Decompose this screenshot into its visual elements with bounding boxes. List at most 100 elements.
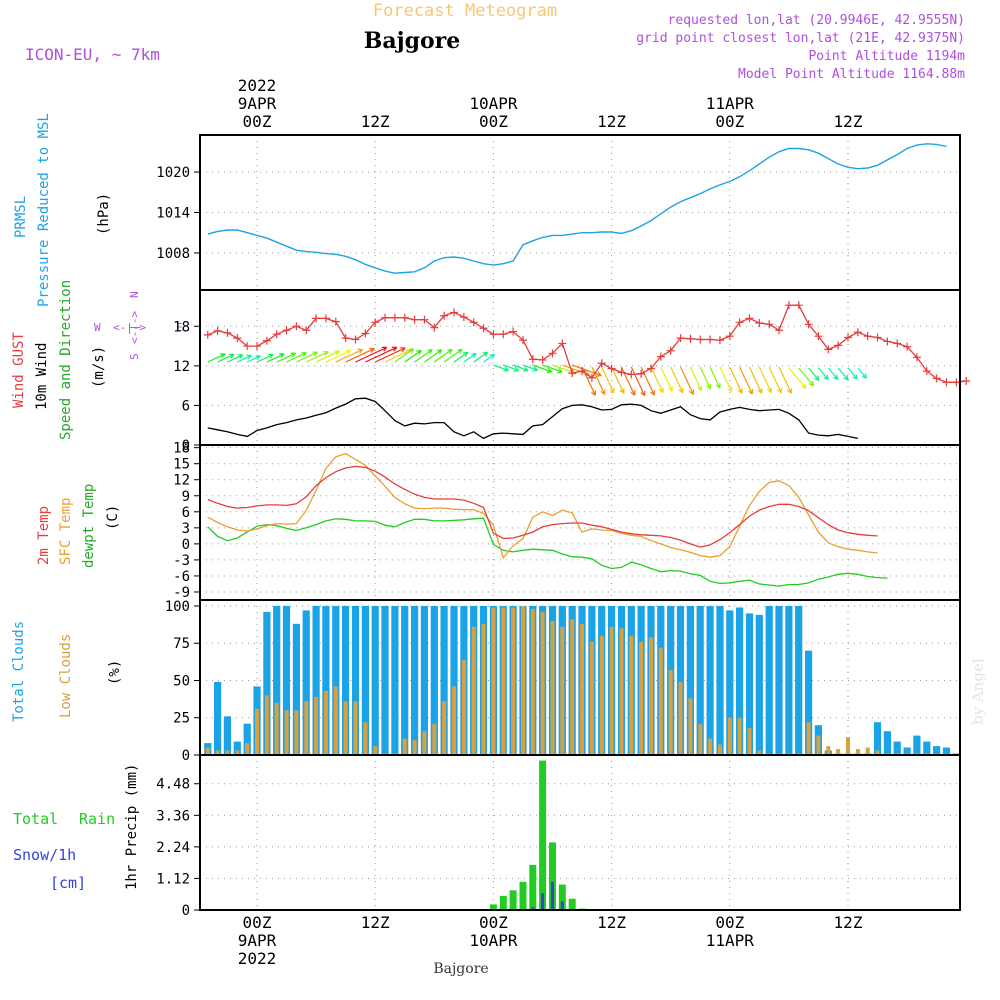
low-cloud-bar	[668, 670, 673, 755]
precip-bars	[200, 760, 960, 911]
wind-arrow	[689, 366, 703, 392]
super-title: Forecast Meteogram	[373, 1, 557, 21]
low-cloud-bar	[649, 637, 653, 755]
wind-arrow	[571, 364, 602, 377]
wind-arrow	[542, 364, 563, 374]
y-tick-label: 6	[182, 505, 190, 521]
low-cloud-bar	[314, 696, 319, 755]
gust-marker	[853, 328, 862, 337]
surface-temp-line	[207, 452, 878, 560]
wind-gust-markers	[203, 301, 971, 387]
wind-arrow	[532, 364, 553, 373]
wind-arrow	[611, 366, 625, 394]
total-cloud-bar	[430, 606, 438, 755]
gust-marker	[607, 364, 616, 373]
low-cloud-bar	[747, 728, 752, 755]
gust-marker	[932, 374, 941, 383]
total-cloud-bar	[785, 606, 793, 755]
gust-marker	[893, 339, 902, 348]
compass-h-arrows: <-|->	[113, 321, 146, 334]
low-cloud-bar	[284, 710, 289, 755]
gust-marker	[863, 332, 872, 341]
wind-arrow	[768, 366, 782, 394]
total-cloud-bar	[923, 741, 931, 755]
total-cloud-bar	[883, 731, 891, 755]
grid-point-coords: grid point closest lon,lat (21E, 42.9375…	[636, 31, 965, 46]
rain-bar	[568, 898, 576, 910]
low-cloud-bar	[461, 659, 466, 755]
point-altitude: Point Altitude 1194m	[808, 49, 965, 64]
total-cloud-bar	[223, 716, 231, 756]
gust-marker	[804, 320, 813, 329]
time-label: 2022	[238, 949, 277, 968]
precip-snow-label: Snow/1h	[13, 846, 76, 864]
low-cloud-bar	[688, 698, 693, 755]
total-cloud-bar	[361, 606, 369, 755]
gust-marker	[499, 330, 508, 339]
compass-n: N	[128, 291, 141, 298]
snow-bar	[560, 901, 564, 910]
low-cloud-bar	[816, 735, 821, 755]
y-tick-label: 3.36	[156, 808, 190, 824]
y-tick-label: 1008	[156, 246, 190, 262]
low-cloud-bar	[757, 750, 762, 755]
wind-arrow	[739, 366, 753, 395]
gust-marker	[302, 326, 311, 335]
time-label: 10APR	[469, 94, 518, 113]
total-cloud-bar	[401, 606, 409, 755]
gust-marker	[361, 329, 370, 338]
wind-gust-label: Wind GUST	[11, 332, 27, 408]
wind-arrow	[433, 348, 453, 363]
pressure-label-1: PRMSL	[13, 196, 29, 238]
wind-arrow	[778, 366, 792, 394]
low-cloud-bar	[402, 738, 407, 755]
total-cloud-bar	[716, 606, 724, 755]
wind-arrow	[365, 346, 398, 363]
low-cloud-bar	[836, 749, 841, 755]
y-tick-label: 50	[173, 673, 190, 689]
precip-rain-label: Rain	[79, 810, 115, 828]
rain-bar	[499, 895, 507, 910]
compass-rose: N S W E <-|-> <-|->	[94, 291, 183, 360]
y-tick-label: 4.48	[156, 777, 190, 793]
rain-bar	[489, 904, 497, 910]
wind-arrow	[404, 349, 422, 363]
wind-arrow	[601, 366, 615, 394]
wind-panel: Wind GUST 10m Wind Speed and Direction (…	[11, 280, 971, 454]
gust-marker	[538, 355, 547, 364]
y-tick-label: 100	[165, 599, 190, 615]
low-cloud-bar	[491, 607, 496, 755]
y-tick-label: 18	[173, 441, 190, 457]
low-cloud-bar	[442, 701, 447, 755]
wind-arrow	[463, 352, 477, 363]
gust-marker	[262, 336, 271, 345]
total-cloud-bar	[686, 606, 694, 755]
wind-arrow	[748, 366, 763, 394]
precip-panel: Total Rain Snow/1h [cm] 1hr Precip (mm) …	[13, 754, 961, 919]
gust-marker	[656, 352, 665, 361]
gust-marker	[666, 346, 675, 355]
time-label: 12Z	[597, 112, 626, 131]
y-tick-label: 0	[182, 438, 190, 454]
wind-arrow	[758, 366, 772, 394]
compass-s: S	[128, 353, 141, 360]
wind-arrow	[335, 348, 364, 363]
time-label: 00Z	[243, 913, 272, 932]
total-cloud-bar	[765, 606, 773, 755]
low-cloud-bar	[452, 686, 456, 755]
total-cloud-bar	[214, 682, 222, 755]
clouds-y-ticks: 0 25 50 75 100	[165, 599, 200, 764]
low-cloud-bar	[560, 626, 565, 755]
snow-bar	[531, 907, 535, 910]
total-cloud-bar	[893, 741, 901, 755]
total-cloud-bar	[706, 606, 714, 755]
total-cloud-bar	[450, 606, 458, 755]
snow-bar	[541, 893, 545, 910]
gust-marker	[627, 370, 636, 379]
gust-marker	[440, 311, 449, 320]
total-cloud-bar	[351, 606, 360, 755]
wind-arrow	[276, 352, 297, 363]
wind-arrow	[345, 347, 375, 363]
